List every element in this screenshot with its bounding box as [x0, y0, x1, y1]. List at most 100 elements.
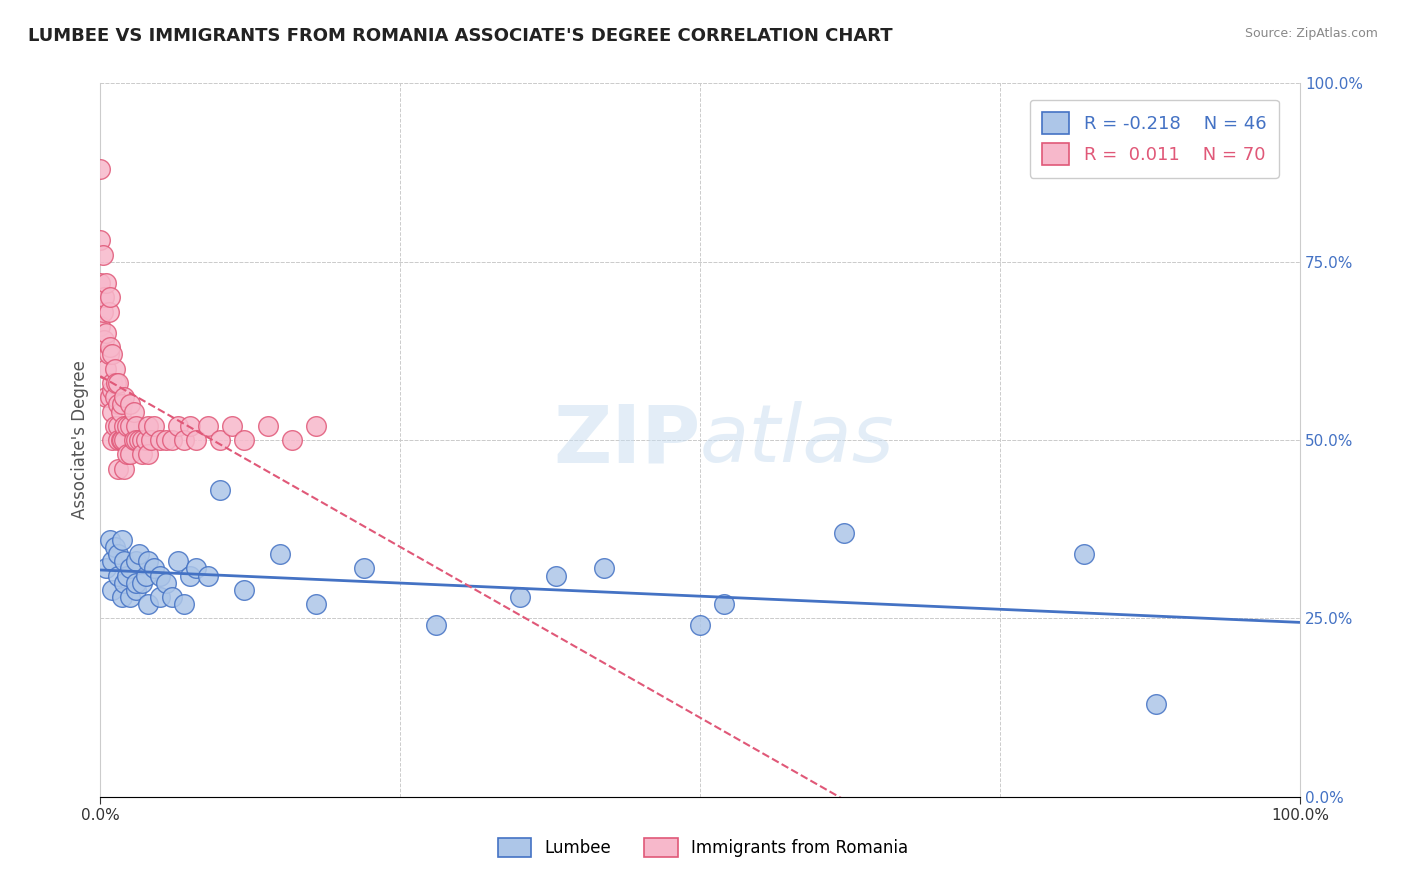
- Text: Source: ZipAtlas.com: Source: ZipAtlas.com: [1244, 27, 1378, 40]
- Point: [112, 554, 135, 568]
- Point: [111, 590, 134, 604]
- Point: [101, 582, 124, 597]
- Point: [257, 418, 280, 433]
- Point: [138, 447, 160, 461]
- Point: [131, 447, 153, 461]
- Point: [101, 554, 124, 568]
- Text: ZIP: ZIP: [553, 401, 700, 479]
- Text: atlas: atlas: [700, 401, 896, 479]
- Point: [97, 347, 120, 361]
- Point: [89, 276, 111, 290]
- Point: [107, 461, 129, 475]
- Point: [1073, 547, 1095, 561]
- Point: [107, 397, 129, 411]
- Point: [509, 590, 531, 604]
- Point: [593, 561, 616, 575]
- Point: [1144, 697, 1167, 711]
- Point: [107, 568, 129, 582]
- Point: [425, 618, 447, 632]
- Point: [104, 540, 127, 554]
- Text: LUMBEE VS IMMIGRANTS FROM ROMANIA ASSOCIATE'S DEGREE CORRELATION CHART: LUMBEE VS IMMIGRANTS FROM ROMANIA ASSOCI…: [28, 27, 893, 45]
- Point: [101, 347, 124, 361]
- Point: [120, 418, 142, 433]
- Point: [98, 390, 121, 404]
- Legend: Lumbee, Immigrants from Romania: Lumbee, Immigrants from Romania: [489, 830, 917, 866]
- Point: [89, 318, 111, 333]
- Point: [135, 568, 157, 582]
- Point: [233, 433, 256, 447]
- Point: [112, 418, 135, 433]
- Point: [125, 433, 148, 447]
- Point: [149, 433, 172, 447]
- Point: [104, 390, 127, 404]
- Point: [173, 433, 195, 447]
- Point: [689, 618, 711, 632]
- Point: [120, 447, 142, 461]
- Point: [112, 390, 135, 404]
- Point: [128, 547, 150, 561]
- Point: [110, 433, 132, 447]
- Point: [173, 597, 195, 611]
- Point: [131, 433, 153, 447]
- Point: [115, 568, 138, 582]
- Point: [122, 433, 145, 447]
- Point: [112, 575, 135, 590]
- Point: [101, 376, 124, 390]
- Point: [122, 404, 145, 418]
- Point: [96, 276, 118, 290]
- Point: [93, 290, 115, 304]
- Point: [120, 561, 142, 575]
- Point: [162, 590, 184, 604]
- Point: [162, 433, 184, 447]
- Point: [832, 525, 855, 540]
- Point: [209, 433, 232, 447]
- Point: [713, 597, 735, 611]
- Point: [96, 561, 118, 575]
- Point: [104, 376, 127, 390]
- Point: [107, 433, 129, 447]
- Point: [125, 582, 148, 597]
- Point: [97, 304, 120, 318]
- Point: [125, 575, 148, 590]
- Point: [167, 554, 190, 568]
- Point: [96, 326, 118, 340]
- Point: [101, 404, 124, 418]
- Point: [110, 404, 132, 418]
- Point: [107, 547, 129, 561]
- Point: [112, 433, 135, 447]
- Point: [138, 597, 160, 611]
- Point: [221, 418, 243, 433]
- Point: [125, 418, 148, 433]
- Point: [138, 418, 160, 433]
- Legend: R = -0.218    N = 46, R =  0.011    N = 70: R = -0.218 N = 46, R = 0.011 N = 70: [1029, 100, 1279, 178]
- Point: [104, 418, 127, 433]
- Point: [115, 418, 138, 433]
- Point: [125, 554, 148, 568]
- Point: [98, 290, 121, 304]
- Point: [120, 397, 142, 411]
- Point: [111, 397, 134, 411]
- Point: [104, 361, 127, 376]
- Point: [149, 590, 172, 604]
- Point: [281, 433, 304, 447]
- Point: [96, 390, 118, 404]
- Point: [128, 433, 150, 447]
- Point: [138, 554, 160, 568]
- Y-axis label: Associate's Degree: Associate's Degree: [72, 360, 89, 519]
- Point: [197, 568, 219, 582]
- Point: [305, 418, 328, 433]
- Point: [155, 433, 177, 447]
- Point: [546, 568, 568, 582]
- Point: [143, 418, 166, 433]
- Point: [186, 433, 208, 447]
- Point: [269, 547, 291, 561]
- Point: [120, 590, 142, 604]
- Point: [91, 304, 114, 318]
- Point: [91, 247, 114, 261]
- Point: [233, 582, 256, 597]
- Point: [135, 433, 157, 447]
- Point: [98, 340, 121, 354]
- Point: [115, 447, 138, 461]
- Point: [139, 433, 162, 447]
- Point: [167, 418, 190, 433]
